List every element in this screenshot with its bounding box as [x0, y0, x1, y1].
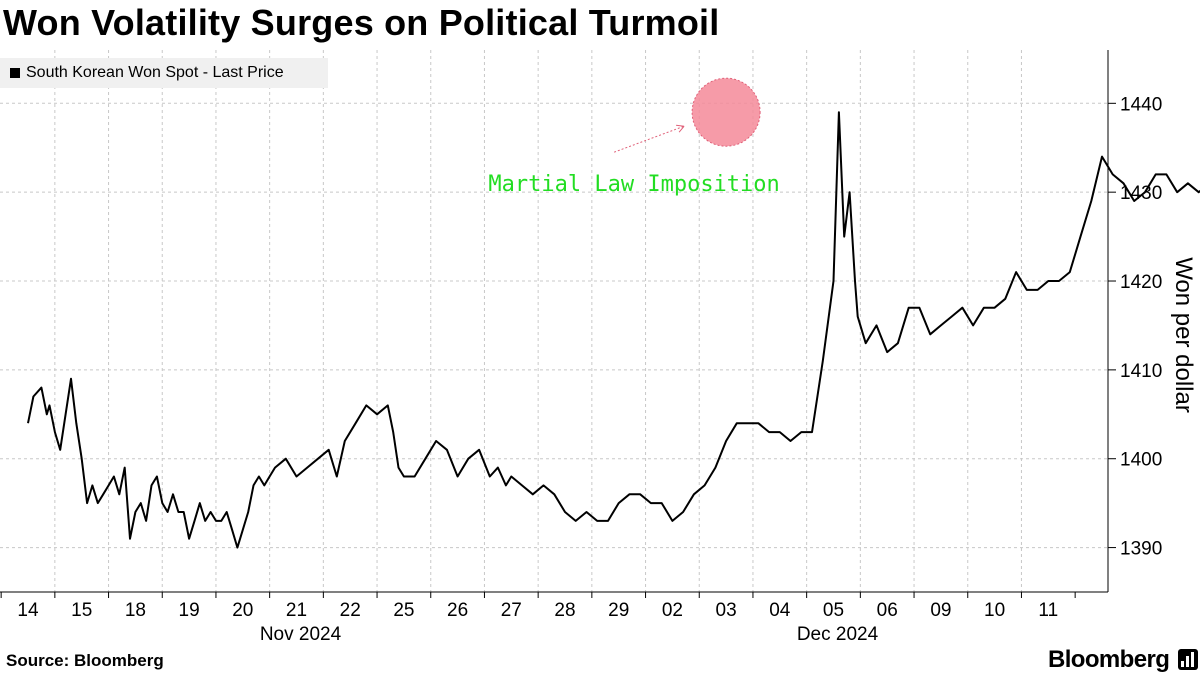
- x-axis: 14 15 18 19 20 21 22 25 26 27 28 29 02 03 04 05 06 09 10 11…: [0, 591, 1108, 645]
- x-tick-label: 22: [340, 600, 361, 621]
- x-tick-label: 04: [769, 600, 791, 621]
- x-tick-label: 03: [716, 600, 737, 621]
- annotation-arrow: [613, 125, 685, 153]
- x-tick-label: 06: [877, 600, 898, 621]
- source-note: Source: Bloomberg: [6, 651, 164, 670]
- x-month-label: Dec 2024: [797, 624, 879, 645]
- x-tick-label: 20: [232, 600, 253, 621]
- x-tick-label: 05: [823, 600, 844, 621]
- x-tick-label: 21: [286, 600, 307, 621]
- x-tick-label: 26: [447, 600, 468, 621]
- x-tick-label: 14: [17, 600, 39, 621]
- x-tick-label: 09: [930, 600, 951, 621]
- x-tick-label: 28: [554, 600, 575, 621]
- x-tick-label: 02: [662, 600, 683, 621]
- y-tick-label: 1410: [1120, 361, 1162, 382]
- gridlines: [0, 50, 1108, 592]
- legend-swatch: [10, 68, 20, 78]
- series-line: [27, 111, 1200, 549]
- x-tick-label: 19: [179, 600, 200, 621]
- y-tick-label: 1390: [1120, 539, 1162, 560]
- x-tick-label: 15: [71, 600, 92, 621]
- brand-logo: Bloomberg: [1048, 646, 1170, 673]
- y-tick-label: 1400: [1120, 450, 1162, 471]
- x-tick-label: 29: [608, 600, 629, 621]
- y-axis-label: Won per dollar: [1170, 257, 1197, 413]
- annotation-arrowhead: [676, 124, 685, 133]
- annotation-highlight-circle: [691, 77, 761, 147]
- x-tick-label: 25: [393, 600, 414, 621]
- x-tick-label: 18: [125, 600, 146, 621]
- y-tick-label: 1420: [1120, 272, 1162, 293]
- legend-label: South Korean Won Spot - Last Price: [26, 64, 284, 81]
- annotation-label: Martial Law Imposition: [488, 172, 779, 197]
- annotation-layer: Martial Law Imposition: [488, 77, 780, 197]
- x-tick-label: 27: [501, 600, 522, 621]
- y-axis: 1390 1400 1410 1420 1430 1440: [1107, 50, 1162, 592]
- y-tick-label: 1440: [1120, 94, 1162, 115]
- y-tick-label: 1430: [1120, 183, 1162, 204]
- x-month-label: Nov 2024: [260, 624, 342, 645]
- legend: South Korean Won Spot - Last Price: [0, 58, 328, 88]
- bar-chart-icon: [1178, 649, 1198, 670]
- chart-title: Won Volatility Surges on Political Turmo…: [3, 2, 720, 43]
- x-tick-label: 11: [1038, 600, 1058, 621]
- x-tick-label: 10: [984, 600, 1005, 621]
